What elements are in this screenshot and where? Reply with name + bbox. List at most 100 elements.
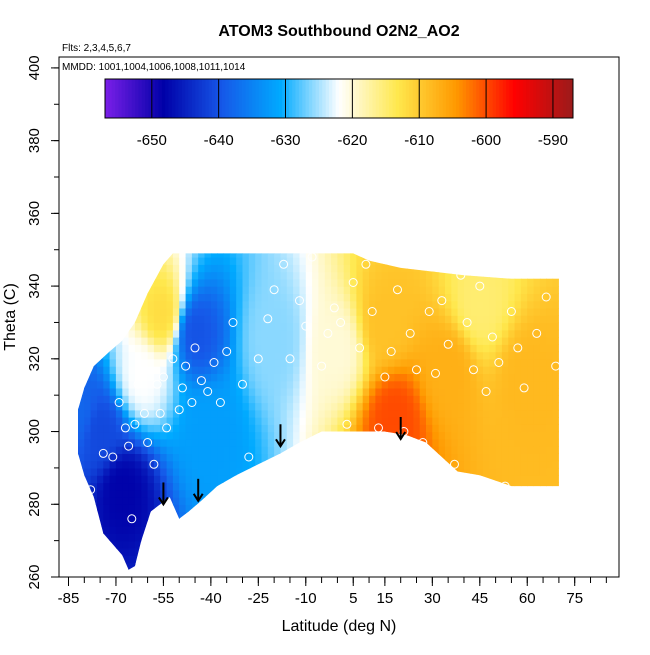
heatmap-cell: [305, 315, 313, 324]
heatmap-cell: [90, 409, 98, 418]
heatmap-cell: [128, 366, 136, 374]
heatmap-cell: [267, 489, 275, 498]
heatmap-cell: [141, 547, 149, 556]
heatmap-cell: [185, 526, 193, 534]
heatmap-cell: [84, 562, 92, 570]
colorbar-swatch: [318, 79, 323, 118]
heatmap-cell: [483, 358, 490, 367]
heatmap-cell: [248, 562, 256, 570]
heatmap-cell: [90, 482, 98, 491]
heatmap-cell: [533, 453, 541, 462]
heatmap-cell: [248, 358, 256, 367]
heatmap-cell: [432, 431, 440, 440]
heatmap-cell: [280, 511, 288, 520]
heatmap-cell: [407, 300, 414, 309]
heatmap-cell: [476, 489, 484, 498]
heatmap-cell: [223, 409, 231, 418]
heatmap-cell: [381, 307, 389, 316]
heatmap-cell: [419, 467, 427, 476]
heatmap-cell: [331, 243, 338, 251]
heatmap-cell: [432, 351, 440, 360]
colorbar-swatch: [359, 79, 363, 118]
heatmap-cell: [445, 555, 452, 564]
heatmap-cell: [128, 409, 136, 418]
heatmap-cell: [90, 402, 98, 411]
heatmap-cell: [293, 533, 300, 542]
heatmap-cell: [394, 504, 402, 513]
heatmap-cell: [166, 395, 174, 404]
heatmap-cell: [141, 511, 149, 520]
heatmap-cell: [211, 243, 218, 251]
heatmap-cell: [78, 322, 79, 331]
heatmap-cell: [198, 257, 206, 265]
heatmap-cell: [324, 453, 332, 462]
heatmap-cell: [115, 431, 123, 440]
heatmap-cell: [451, 489, 459, 498]
heatmap-cell: [236, 264, 244, 273]
heatmap-cell: [445, 329, 452, 338]
heatmap-cell: [489, 540, 497, 549]
heatmap-cell: [394, 351, 402, 360]
heatmap-cell: [552, 373, 559, 382]
heatmap-cell: [407, 351, 414, 360]
flight-point: [374, 423, 383, 433]
heatmap-cell: [552, 460, 559, 469]
flight-point: [114, 398, 124, 407]
colorbar-swatch: [456, 79, 460, 118]
heatmap-cell: [324, 351, 332, 360]
heatmap-cell: [261, 315, 269, 324]
heatmap-cell: [172, 387, 180, 396]
heatmap-cell: [115, 278, 123, 287]
heatmap-cell: [565, 533, 572, 541]
heatmap-cell: [432, 243, 439, 251]
heatmap-cell: [565, 490, 572, 498]
heatmap-cell: [337, 511, 345, 520]
heatmap-cell: [470, 243, 477, 251]
flight-point: [475, 281, 485, 291]
heatmap-cell: [400, 315, 408, 324]
heatmap-cell: [495, 315, 503, 324]
heatmap-cell: [299, 446, 307, 454]
heatmap-cell: [134, 300, 142, 309]
heatmap-cell: [539, 366, 547, 374]
heatmap-cell: [369, 329, 376, 338]
heatmap-cell: [514, 329, 522, 338]
heatmap-cell: [464, 424, 471, 433]
heatmap-cell: [134, 518, 142, 527]
heatmap-cell: [546, 475, 554, 484]
heatmap-cell: [464, 278, 471, 287]
flight-point: [228, 318, 238, 327]
heatmap-cell: [141, 482, 149, 491]
heatmap-cell: [356, 467, 364, 476]
heatmap-cell: [337, 351, 345, 360]
heatmap-cell: [109, 497, 117, 505]
heatmap-cell: [147, 482, 155, 491]
heatmap-cell: [445, 446, 452, 454]
heatmap-cell: [533, 293, 541, 302]
heatmap-cell: [299, 489, 307, 498]
heatmap-cell: [229, 257, 237, 265]
heatmap-cell: [267, 497, 275, 505]
heatmap-cell: [445, 387, 452, 396]
colorbar-swatch: [469, 79, 474, 118]
heatmap-cell: [350, 540, 357, 549]
heatmap-cell: [78, 504, 79, 513]
heatmap-cell: [305, 417, 313, 425]
heatmap-cell: [552, 504, 559, 513]
heatmap-cell: [565, 548, 572, 556]
heatmap-cell: [78, 526, 79, 534]
heatmap-cell: [426, 570, 433, 578]
heatmap-cell: [166, 475, 174, 484]
heatmap-cell: [248, 453, 256, 462]
heatmap-cell: [508, 278, 516, 287]
heatmap-cell: [299, 337, 307, 345]
heatmap-cell: [508, 395, 516, 404]
heatmap-cell: [78, 315, 85, 324]
heatmap-cell: [451, 395, 459, 404]
colorbar-swatch: [168, 79, 173, 118]
heatmap-cell: [457, 373, 465, 382]
heatmap-cell: [438, 431, 446, 440]
heatmap-cell: [496, 235, 503, 243]
heatmap-cell: [426, 540, 433, 549]
heatmap-cell: [293, 300, 300, 309]
